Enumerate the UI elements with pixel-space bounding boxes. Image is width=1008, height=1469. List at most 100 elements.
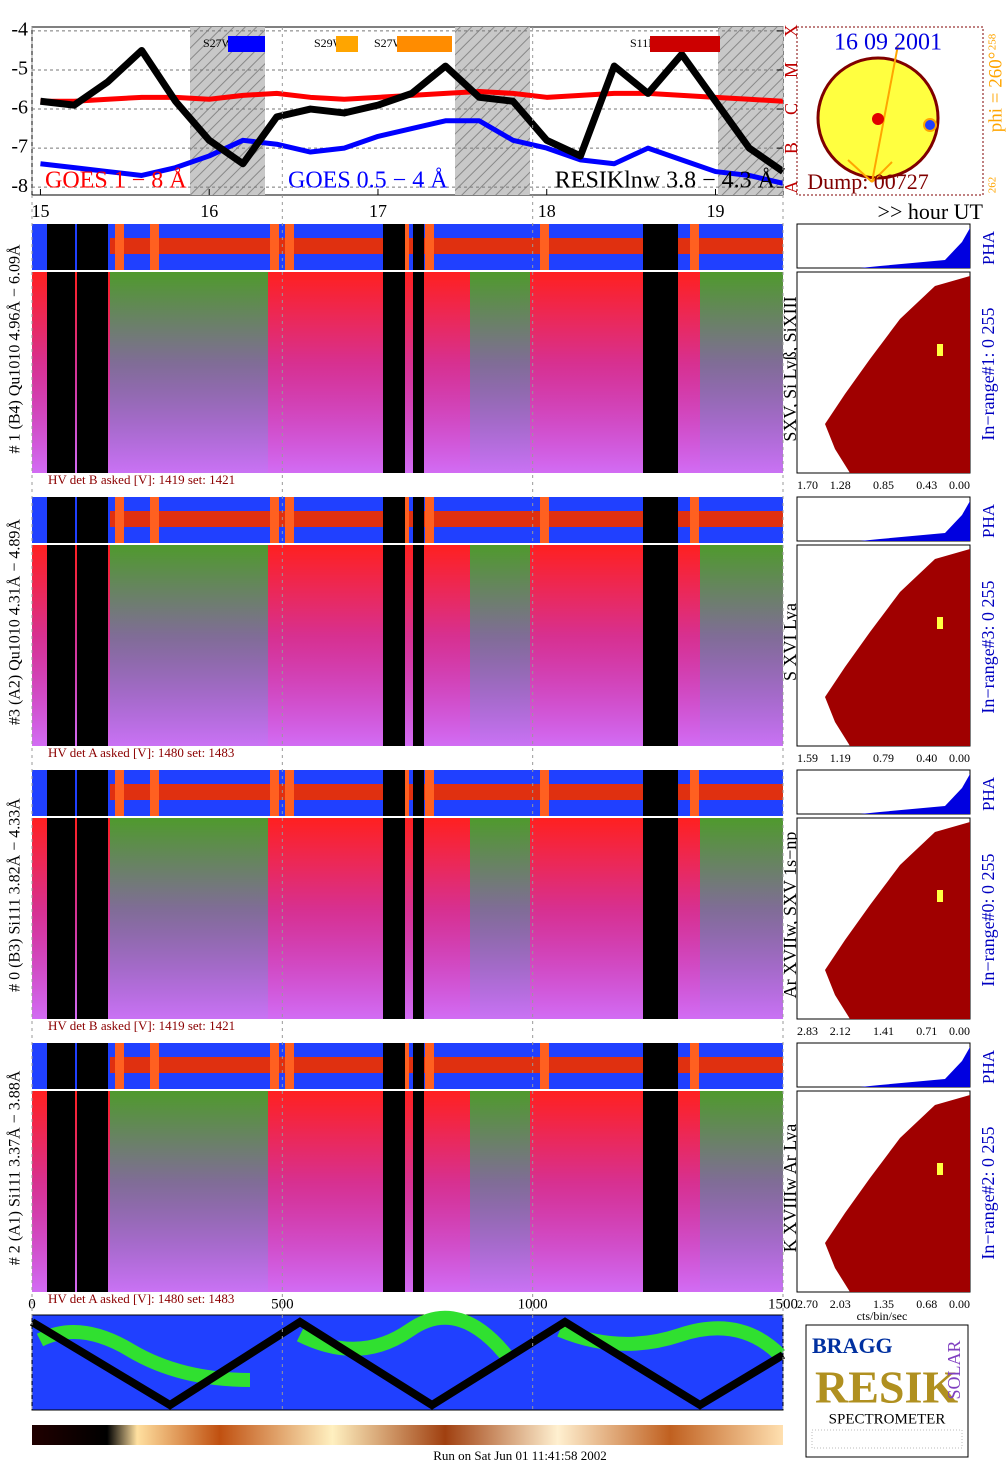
series-line: [40, 46, 785, 175]
y-tick-label: -4: [11, 19, 28, 41]
gap: [77, 224, 108, 270]
gap: [383, 497, 405, 543]
pha-label: PHA: [979, 776, 998, 811]
panel: # 0 (B3) Si111 3.82Å − 4.33Å HV det B ask…: [6, 769, 998, 1038]
gap: [77, 818, 108, 1019]
hist-tick-label: 0.71: [916, 1024, 937, 1038]
gap: [47, 770, 75, 816]
flare-dot: [923, 118, 937, 132]
gap: [47, 545, 75, 746]
gap: [413, 1043, 424, 1089]
goes-plot: -8 A -7 B -6 C -5 M -4 X GOES 1 − 8 Å GOES 0.5 − 4 …: [11, 19, 801, 197]
hist-tick-label: 0.68: [916, 1297, 937, 1311]
gap: [643, 770, 678, 816]
gap: [383, 545, 405, 746]
gap: [47, 1043, 75, 1089]
gap: [47, 818, 75, 1019]
arrow: [847, 159, 873, 183]
gap: [413, 818, 424, 1019]
pha: [860, 1047, 970, 1087]
region-swatch: [336, 36, 358, 52]
strip-column: [285, 770, 294, 816]
strip-column: [270, 770, 279, 816]
region-swatch: [397, 36, 452, 52]
strip-column: [425, 497, 434, 543]
logo: BRAGG RESIK SOLAR SPECTROMETER: [805, 1324, 969, 1458]
hist-tick-label: 1.70: [797, 478, 818, 492]
strip-column: [540, 1043, 549, 1089]
hist: [825, 822, 970, 1019]
lines-label: S XVI Lya: [780, 603, 800, 681]
panel: # 1 (B4) Qu1010 4.96Å − 6.09Å HV det B as…: [6, 223, 998, 492]
colorbar: [32, 1425, 783, 1445]
gap: [643, 224, 678, 270]
strip-column: [115, 497, 124, 543]
lines-label: K XVIIIw Ar Lya: [780, 1124, 800, 1252]
y-tick-label: -5: [11, 58, 28, 80]
gap: [413, 224, 424, 270]
pha-label: PHA: [979, 230, 998, 265]
class-label: X: [781, 24, 801, 37]
class-label: C: [781, 103, 801, 115]
hist-tick-label: 0.00: [949, 1297, 970, 1311]
logo-resik: RESIK: [815, 1362, 958, 1413]
gap: [643, 545, 678, 746]
strip-column: [285, 1043, 294, 1089]
gap: [643, 818, 678, 1019]
gap: [383, 224, 405, 270]
strip-column: [270, 1043, 279, 1089]
gap: [383, 770, 405, 816]
gap: [77, 1043, 108, 1089]
plot-frame: [31, 26, 784, 196]
series-line: [40, 118, 784, 186]
hist-tick-label: 0.43: [916, 478, 937, 492]
hist: [825, 276, 970, 473]
strip-column: [425, 1043, 434, 1089]
strip-band: [110, 1057, 783, 1073]
strip-column: [540, 770, 549, 816]
hv-label: HV det A asked [V]: 1480 set: 1483: [48, 1291, 234, 1306]
date: 16 09 2001: [834, 30, 942, 56]
strip-column: [690, 497, 699, 543]
strip-column: [285, 497, 294, 543]
x-tick-label: 500: [271, 1296, 294, 1312]
hist-tick-label: 0.40: [916, 751, 937, 765]
gap: [77, 1091, 108, 1292]
strip-column: [150, 497, 159, 543]
strip-column: [270, 224, 279, 270]
legend-label: RESIKlnw 3.8 − 4.3 Å: [555, 168, 776, 194]
detector-label: # 0 (B3) Si111 3.82Å − 4.33Å: [6, 798, 24, 992]
gap: [383, 1091, 405, 1292]
phi-min: 258: [987, 33, 999, 50]
strip-column: [425, 770, 434, 816]
hist-tick-label: 2.70: [797, 1297, 818, 1311]
y-tick-label: -8: [11, 175, 28, 197]
hv-label: HV det B asked [V]: 1419 set: 1421: [48, 472, 235, 487]
hist-tick-label: 0.00: [949, 751, 970, 765]
hist-tick-label: 1.41: [873, 1024, 894, 1038]
range-label: In−range#1: 0 255: [978, 307, 998, 440]
hist-tick-label: 2.03: [830, 1297, 851, 1311]
y-tick-label: -7: [11, 136, 28, 158]
gap: [413, 272, 424, 473]
hist-unit: cts/bin/sec: [857, 1309, 908, 1323]
phi-max: 262: [987, 177, 999, 194]
gap: [77, 545, 108, 746]
legend-label: GOES 1 − 8 Å: [45, 168, 187, 194]
gap: [47, 1091, 75, 1292]
strip-band: [110, 238, 783, 254]
detector-label: # 2 (A1) Si111 3.37Å − 3.88Å: [6, 1070, 24, 1265]
hist: [825, 1095, 970, 1292]
flare-dot: [872, 113, 884, 125]
gap: [383, 272, 405, 473]
gap: [383, 1043, 405, 1089]
panels: # 1 (B4) Qu1010 4.96Å − 6.09Å HV det B as…: [6, 223, 998, 1311]
gap: [643, 272, 678, 473]
strip-column: [150, 770, 159, 816]
marker: [937, 344, 943, 356]
hist-tick-label: 1.35: [873, 1297, 894, 1311]
pha: [860, 228, 970, 268]
pha: [860, 501, 970, 541]
x-tick-label: 1500: [768, 1296, 798, 1312]
arrow: [871, 161, 893, 183]
